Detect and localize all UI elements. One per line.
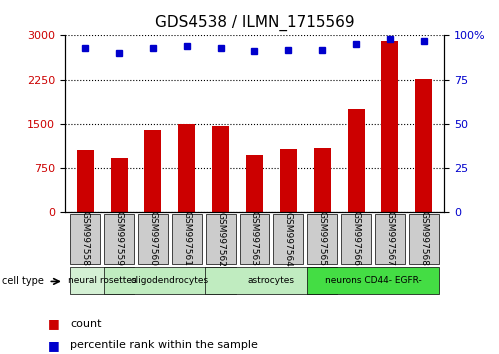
Text: count: count [70, 319, 102, 329]
FancyBboxPatch shape [70, 267, 134, 294]
Bar [77, 150, 94, 212]
FancyBboxPatch shape [341, 214, 371, 264]
Bar [314, 148, 331, 212]
FancyBboxPatch shape [375, 214, 405, 264]
Text: GSM997561: GSM997561 [182, 211, 191, 267]
Bar [111, 158, 128, 212]
Text: GSM997562: GSM997562 [216, 211, 225, 267]
Bar [178, 124, 195, 212]
Text: GSM997558: GSM997558 [81, 211, 90, 267]
Bar [280, 149, 297, 212]
Text: GSM997567: GSM997567 [385, 211, 394, 267]
FancyBboxPatch shape [307, 214, 337, 264]
Text: cell type: cell type [2, 276, 44, 286]
Text: GSM997568: GSM997568 [419, 211, 428, 267]
FancyBboxPatch shape [206, 214, 236, 264]
Bar [381, 41, 398, 212]
Text: astrocytes: astrocytes [248, 276, 295, 285]
FancyBboxPatch shape [138, 214, 168, 264]
Text: neurons CD44- EGFR-: neurons CD44- EGFR- [325, 276, 421, 285]
FancyBboxPatch shape [172, 214, 202, 264]
Title: GDS4538 / ILMN_1715569: GDS4538 / ILMN_1715569 [155, 15, 354, 31]
Text: oligodendrocytes: oligodendrocytes [131, 276, 209, 285]
FancyBboxPatch shape [307, 267, 439, 294]
FancyBboxPatch shape [240, 214, 269, 264]
Text: GSM997565: GSM997565 [318, 211, 327, 267]
Bar [415, 79, 432, 212]
Text: ■: ■ [48, 318, 60, 330]
Text: GSM997559: GSM997559 [115, 211, 124, 267]
Text: percentile rank within the sample: percentile rank within the sample [70, 340, 258, 350]
Bar [144, 130, 161, 212]
Text: GSM997566: GSM997566 [352, 211, 361, 267]
FancyBboxPatch shape [104, 214, 134, 264]
Bar [246, 155, 263, 212]
Text: GSM997560: GSM997560 [148, 211, 157, 267]
FancyBboxPatch shape [70, 214, 100, 264]
FancyBboxPatch shape [409, 214, 439, 264]
FancyBboxPatch shape [104, 267, 236, 294]
Text: neural rosettes: neural rosettes [68, 276, 136, 285]
Bar [212, 126, 229, 212]
Text: ■: ■ [48, 339, 60, 352]
Bar [348, 109, 365, 212]
Text: GSM997563: GSM997563 [250, 211, 259, 267]
FancyBboxPatch shape [206, 267, 337, 294]
Text: GSM997564: GSM997564 [284, 211, 293, 267]
FancyBboxPatch shape [273, 214, 303, 264]
